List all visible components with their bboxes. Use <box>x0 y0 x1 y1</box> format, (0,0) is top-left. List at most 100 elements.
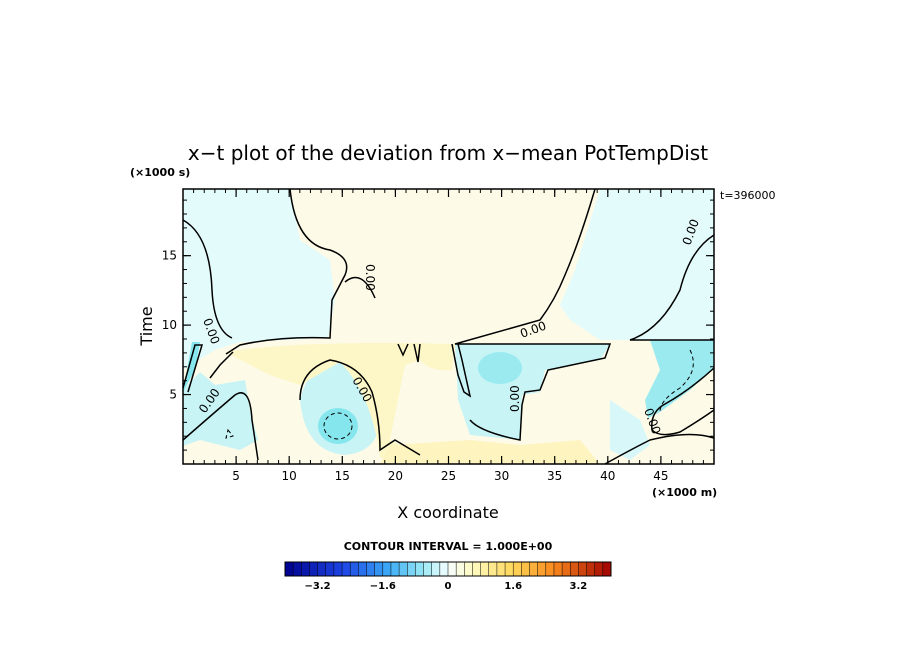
colorbar-cell <box>488 562 498 576</box>
x-tick-label: 15 <box>335 469 350 483</box>
colorbar-tick-label: 3.2 <box>570 581 588 592</box>
x-tick-label: 40 <box>600 469 615 483</box>
y-tick-label: 5 <box>169 388 177 402</box>
contour-zero-thin-b <box>413 343 421 363</box>
contour-negative-mid <box>323 412 353 440</box>
contour-zero-upper-mid-b <box>344 276 376 299</box>
colorbar-cell <box>415 562 424 576</box>
x-tick-label: 35 <box>547 469 562 483</box>
colorbar-cell <box>521 562 530 576</box>
colorbar <box>284 561 612 577</box>
colorbar-cell <box>448 562 457 576</box>
colorbar-cell <box>366 562 375 576</box>
field-region-cold-core-right <box>478 352 522 384</box>
contour-negative-far-right <box>659 349 694 413</box>
field-region-upper-left <box>183 189 335 370</box>
y-unit-label: (×1000 s) <box>130 166 190 179</box>
colorbar-cell <box>496 562 506 576</box>
plot-area: 0.00 0.00 0.00 0.00 0.00 0.00 0.00 0.00 <box>182 188 715 465</box>
colorbar-cell <box>456 562 465 576</box>
contour-zero-thin-c <box>451 343 472 398</box>
x-axis-label: X coordinate <box>397 503 498 522</box>
colorbar-frame <box>284 561 612 577</box>
x-tick-label: 10 <box>282 469 297 483</box>
x-tick-label: 5 <box>232 469 240 483</box>
field-region-cold-left <box>183 372 258 450</box>
x-tick-label: 20 <box>388 469 403 483</box>
chart-title: x−t plot of the deviation from x−mean Po… <box>188 141 708 165</box>
colorbar-cell <box>293 562 302 576</box>
colorbar-cell <box>472 562 481 576</box>
contour-lines <box>182 188 715 465</box>
field-region-cold-edge-left <box>183 342 200 392</box>
colorbar-cell <box>578 562 587 576</box>
contour-zero-upper-left <box>182 219 233 339</box>
colorbar-cell <box>342 562 351 576</box>
colorbar-cell <box>480 562 490 576</box>
colorbar-cell <box>464 562 473 576</box>
colorbar-cell <box>382 562 392 576</box>
field-region-upper-right <box>560 189 714 340</box>
colorbar-cell <box>529 562 538 576</box>
colorbar-cell <box>423 562 432 576</box>
contour-zero-bottom-right <box>604 433 715 465</box>
y-axis-label: Time <box>137 306 156 346</box>
time-stamp-label: t=396000 <box>720 189 776 202</box>
colorbar-cell <box>390 562 400 576</box>
colorbar-cell <box>570 562 579 576</box>
contour-label: 0.00 <box>508 385 522 412</box>
field-region-cold-far-right <box>645 340 714 418</box>
contour-zero-thin-a <box>397 343 409 357</box>
colorbar-cell <box>317 562 327 576</box>
colorbar-cell <box>431 562 441 576</box>
colorbar-cell <box>602 562 612 576</box>
colorbar-tick-label: 0 <box>445 581 452 592</box>
colorbar-cell <box>505 562 514 576</box>
contour-interval-text: CONTOUR INTERVAL = 1.000E+00 <box>344 540 553 553</box>
colorbar-cell <box>301 562 310 576</box>
colorbar-cell <box>553 562 563 576</box>
colorbar-cell <box>358 562 367 576</box>
colorbar-cell <box>399 562 408 576</box>
contour-zero-right-edge <box>629 234 715 341</box>
y-axis: 5 10 15 <box>162 249 714 402</box>
contour-zero-far-right <box>651 367 715 436</box>
field-region-warm-band <box>225 343 455 458</box>
colorbar-cell <box>350 562 359 576</box>
field-region-warm-lower <box>380 440 600 464</box>
colorbar-cell <box>586 562 595 576</box>
y-tick-label: 15 <box>162 249 177 263</box>
x-tick-label: 25 <box>441 469 456 483</box>
colorbar-cell <box>407 562 416 576</box>
colorbar-cell <box>439 562 449 576</box>
x-axis: 5 10 15 20 25 30 35 40 45 <box>232 189 669 483</box>
colorbar-tick-label: 1.6 <box>504 581 522 592</box>
contour-zero-upper-mid <box>225 188 348 355</box>
colorbar-cell <box>333 562 343 576</box>
contour-zero-wedge <box>209 351 234 379</box>
colorbar-cell <box>513 562 522 576</box>
contour-negative-lines <box>225 349 694 440</box>
colorbar-cell <box>594 562 604 576</box>
colorbar-tick-label: −3.2 <box>305 581 331 592</box>
colorbar-cell <box>562 562 571 576</box>
colorbar-cell <box>285 562 294 576</box>
colorbar-cell <box>537 562 547 576</box>
contour-negative-left <box>225 428 234 439</box>
colorbar-tick-label: −1.6 <box>370 581 396 592</box>
contour-zero-left-stripe <box>182 344 204 393</box>
colorbar-cell <box>325 562 335 576</box>
x-unit-label: (×1000 m) <box>652 486 717 499</box>
colorbar-cell <box>545 562 555 576</box>
colorbar-cell <box>309 562 318 576</box>
contour-zero-upper-right <box>454 188 612 441</box>
colorbar-cell <box>374 562 384 576</box>
colorbar-tick-labels: −3.2 −1.6 0 1.6 3.2 <box>305 581 588 592</box>
y-tick-label: 10 <box>162 318 177 332</box>
contour-zero-lower-left <box>182 392 259 461</box>
contour-label: 0.00 <box>363 264 377 291</box>
contour-zero-mid-lower <box>299 359 421 456</box>
x-tick-label: 45 <box>653 469 668 483</box>
x-tick-label: 30 <box>494 469 509 483</box>
